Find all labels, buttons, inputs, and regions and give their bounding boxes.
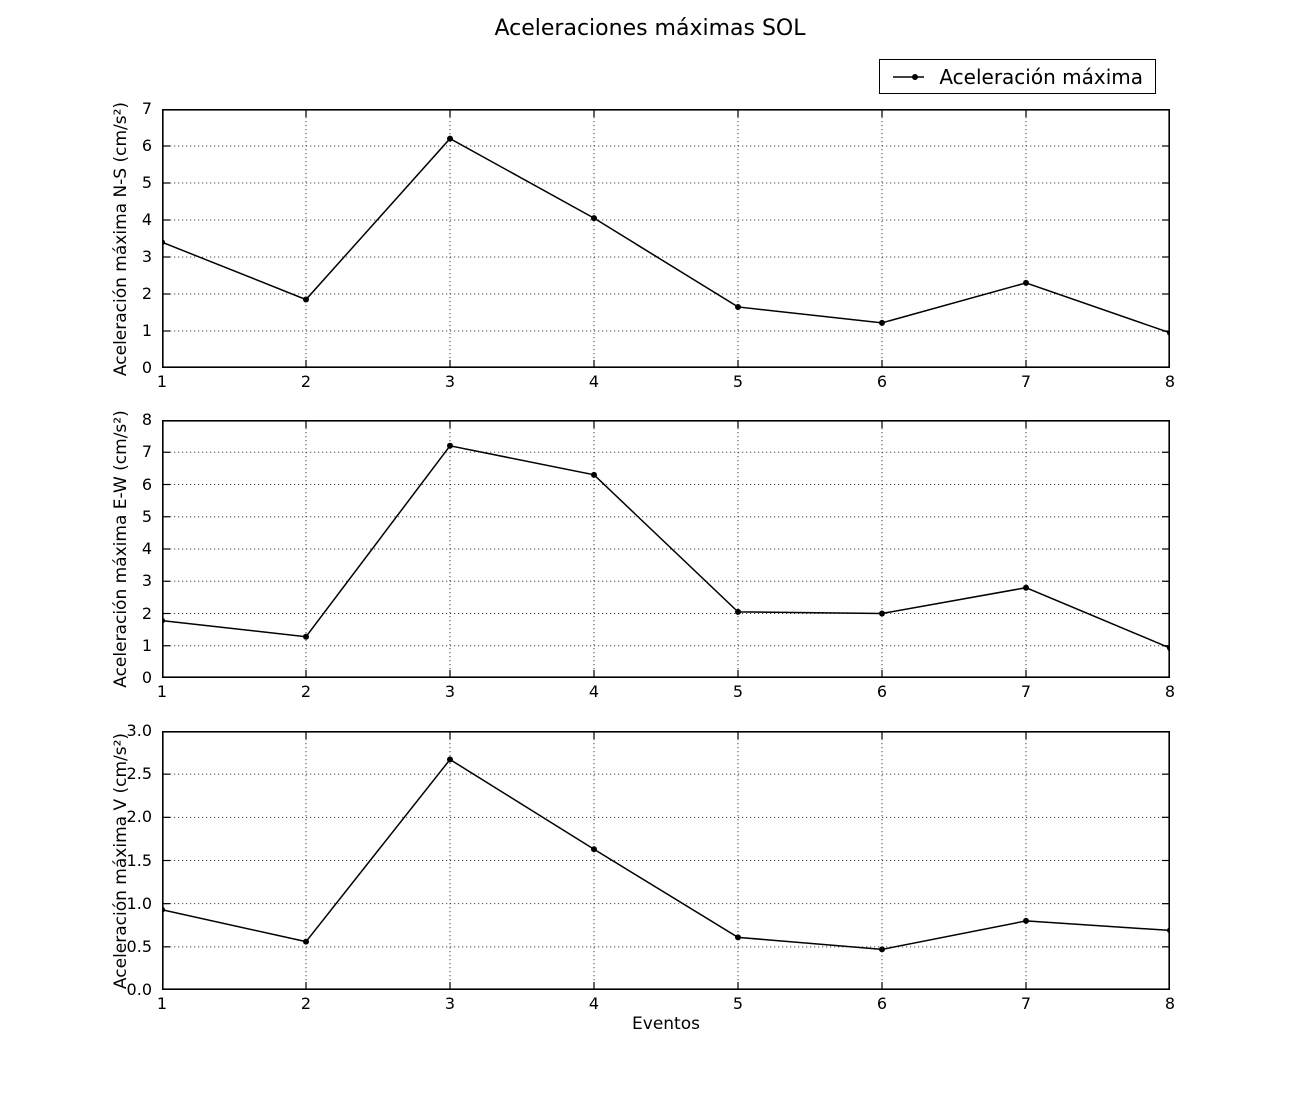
y-tick-label: 2.5 <box>126 764 152 784</box>
x-tick-label: 6 <box>876 372 888 391</box>
x-tick-label: 3 <box>444 372 456 391</box>
y-tick-label: 2.0 <box>126 807 152 827</box>
data-point <box>735 303 741 310</box>
data-point <box>735 934 741 941</box>
x-tick-label: 5 <box>732 372 744 391</box>
y-tick-label: 0 <box>141 358 152 377</box>
x-tick-label: 2 <box>300 994 312 1013</box>
x-tick-label: 5 <box>732 682 744 701</box>
data-point <box>447 442 453 449</box>
data-point <box>1167 927 1170 934</box>
x-tick-label: 7 <box>1020 994 1032 1013</box>
y-tick-label: 2 <box>141 284 152 303</box>
x-tick-label: 8 <box>1164 994 1176 1013</box>
y-tick-label: 5 <box>141 173 152 192</box>
series-aceleracion-maxima <box>162 442 1170 652</box>
subplot-1-plot-area <box>162 109 1170 368</box>
y-tick-label: 0 <box>141 668 152 687</box>
y-tick-label: 5 <box>141 506 152 526</box>
y-axis-title: Aceleración máxima E-W (cm/s²) <box>111 410 131 688</box>
series-aceleracion-maxima <box>162 756 1170 953</box>
y-tick-label: 1 <box>141 321 152 340</box>
x-tick-label: 2 <box>300 372 312 391</box>
y-tick-label: 1.0 <box>126 893 152 913</box>
data-point <box>447 135 453 142</box>
y-tick-label: 1.5 <box>126 850 152 870</box>
x-tick-label: 4 <box>588 682 600 701</box>
data-point <box>879 610 885 617</box>
chart-title: Aceleraciones máximas SOL <box>494 16 806 41</box>
x-tick-label: 7 <box>1020 372 1032 391</box>
x-tick-label: 5 <box>732 994 744 1013</box>
x-tick-label: 3 <box>444 682 456 701</box>
data-point <box>591 846 597 853</box>
data-point <box>1023 279 1029 286</box>
x-tick-label: 2 <box>300 682 312 701</box>
x-tick-label: 7 <box>1020 682 1032 701</box>
data-point <box>591 471 597 478</box>
x-tick-label: 8 <box>1164 372 1176 391</box>
y-tick-label: 0.0 <box>126 980 152 999</box>
data-point <box>1167 645 1170 652</box>
y-tick-label: 2 <box>141 603 152 623</box>
y-tick-label: 4 <box>141 539 152 558</box>
data-point <box>303 938 309 945</box>
y-tick-label: 0.5 <box>126 936 152 956</box>
x-tick-label: 1 <box>156 994 168 1013</box>
x-tick-label: 8 <box>1164 682 1176 701</box>
y-tick-label: 6 <box>141 474 152 494</box>
x-tick-label: 3 <box>444 994 456 1013</box>
x-tick-label: 1 <box>156 682 168 701</box>
data-point <box>735 608 741 615</box>
data-point <box>879 319 885 326</box>
x-tick-label: 1 <box>156 372 168 391</box>
data-point <box>591 215 597 222</box>
y-axis-title: Aceleración máxima V (cm/s²) <box>111 732 131 989</box>
y-tick-label: 3.0 <box>126 721 152 740</box>
y-tick-label: 4 <box>141 210 152 229</box>
data-point <box>879 946 885 953</box>
subplot-3-plot-area <box>162 731 1170 990</box>
legend-label: Aceleración máxima <box>939 64 1143 89</box>
y-tick-label: 1 <box>141 635 152 655</box>
y-tick-label: 8 <box>141 410 152 429</box>
x-tick-label: 6 <box>876 994 888 1013</box>
data-point <box>1023 584 1029 591</box>
y-tick-label: 7 <box>141 442 152 462</box>
data-point <box>162 617 165 624</box>
subplot-2-plot-area <box>162 420 1170 678</box>
y-tick-label: 7 <box>141 99 152 118</box>
series-aceleracion-maxima <box>162 135 1170 336</box>
x-tick-label: 4 <box>588 994 600 1013</box>
data-point <box>162 239 165 246</box>
y-tick-label: 3 <box>141 247 152 266</box>
data-point <box>303 633 309 640</box>
data-point <box>1167 329 1170 336</box>
y-tick-label: 6 <box>141 136 152 155</box>
data-point <box>162 906 165 913</box>
y-axis-title: Aceleración máxima N-S (cm/s²) <box>111 101 131 376</box>
legend: Aceleración máxima <box>879 59 1156 94</box>
x-tick-label: 6 <box>876 682 888 701</box>
data-point <box>303 296 309 303</box>
data-point <box>447 756 453 763</box>
y-tick-label: 3 <box>141 571 152 591</box>
x-tick-label: 4 <box>588 372 600 391</box>
legend-line-sample-icon <box>893 73 925 80</box>
data-point <box>1023 917 1029 924</box>
x-axis-title: Eventos <box>632 1014 700 1034</box>
